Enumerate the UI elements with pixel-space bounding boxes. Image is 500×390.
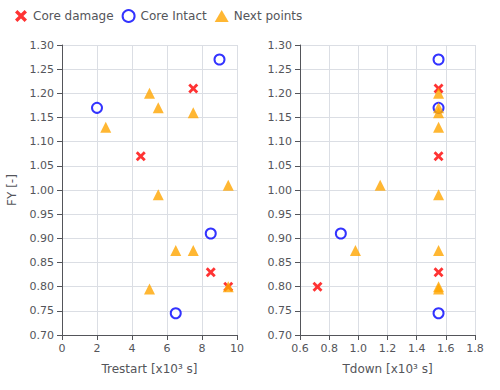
svg-text:1.20: 1.20 [268, 87, 293, 100]
svg-text:1.10: 1.10 [30, 135, 55, 148]
svg-text:1.20: 1.20 [30, 87, 55, 100]
svg-text:1.25: 1.25 [30, 63, 55, 76]
svg-text:1.00: 1.00 [268, 184, 293, 197]
svg-text:0.85: 0.85 [30, 256, 55, 269]
svg-text:0.95: 0.95 [30, 208, 55, 221]
svg-text:0.95: 0.95 [268, 208, 293, 221]
svg-text:Trestart [x10³ s]: Trestart [x10³ s] [101, 362, 198, 376]
svg-text:1.0: 1.0 [350, 342, 368, 355]
svg-text:0.8: 0.8 [320, 342, 338, 355]
svg-text:0.75: 0.75 [30, 304, 55, 317]
svg-text:Core damage: Core damage [33, 9, 114, 23]
svg-text:FY [-]: FY [-] [5, 174, 19, 206]
svg-text:10: 10 [230, 342, 244, 355]
svg-text:0.90: 0.90 [268, 232, 293, 245]
svg-text:1.30: 1.30 [268, 39, 293, 52]
svg-text:Core Intact: Core Intact [141, 9, 207, 23]
svg-text:0.70: 0.70 [268, 329, 293, 342]
svg-text:1.6: 1.6 [437, 342, 455, 355]
svg-text:Tdown [x10³ s]: Tdown [x10³ s] [341, 362, 432, 376]
svg-text:0.90: 0.90 [30, 232, 55, 245]
svg-text:Next points: Next points [234, 9, 303, 23]
svg-text:1.15: 1.15 [268, 111, 293, 124]
svg-text:1.25: 1.25 [268, 63, 293, 76]
svg-text:1.15: 1.15 [30, 111, 55, 124]
svg-text:1.05: 1.05 [30, 159, 55, 172]
svg-text:0: 0 [59, 342, 66, 355]
svg-text:0.75: 0.75 [268, 304, 293, 317]
svg-text:1.30: 1.30 [30, 39, 55, 52]
svg-text:0.70: 0.70 [30, 329, 55, 342]
svg-text:8: 8 [199, 342, 206, 355]
svg-text:1.2: 1.2 [379, 342, 397, 355]
svg-text:1.00: 1.00 [30, 184, 55, 197]
svg-text:2: 2 [94, 342, 101, 355]
svg-text:1.05: 1.05 [268, 159, 293, 172]
svg-text:6: 6 [164, 342, 171, 355]
svg-text:1.8: 1.8 [466, 342, 484, 355]
svg-text:0.80: 0.80 [30, 280, 55, 293]
svg-text:0.85: 0.85 [268, 256, 293, 269]
svg-text:0.6: 0.6 [291, 342, 309, 355]
svg-text:4: 4 [129, 342, 136, 355]
svg-text:1.10: 1.10 [268, 135, 293, 148]
svg-text:1.4: 1.4 [408, 342, 426, 355]
svg-text:0.80: 0.80 [268, 280, 293, 293]
